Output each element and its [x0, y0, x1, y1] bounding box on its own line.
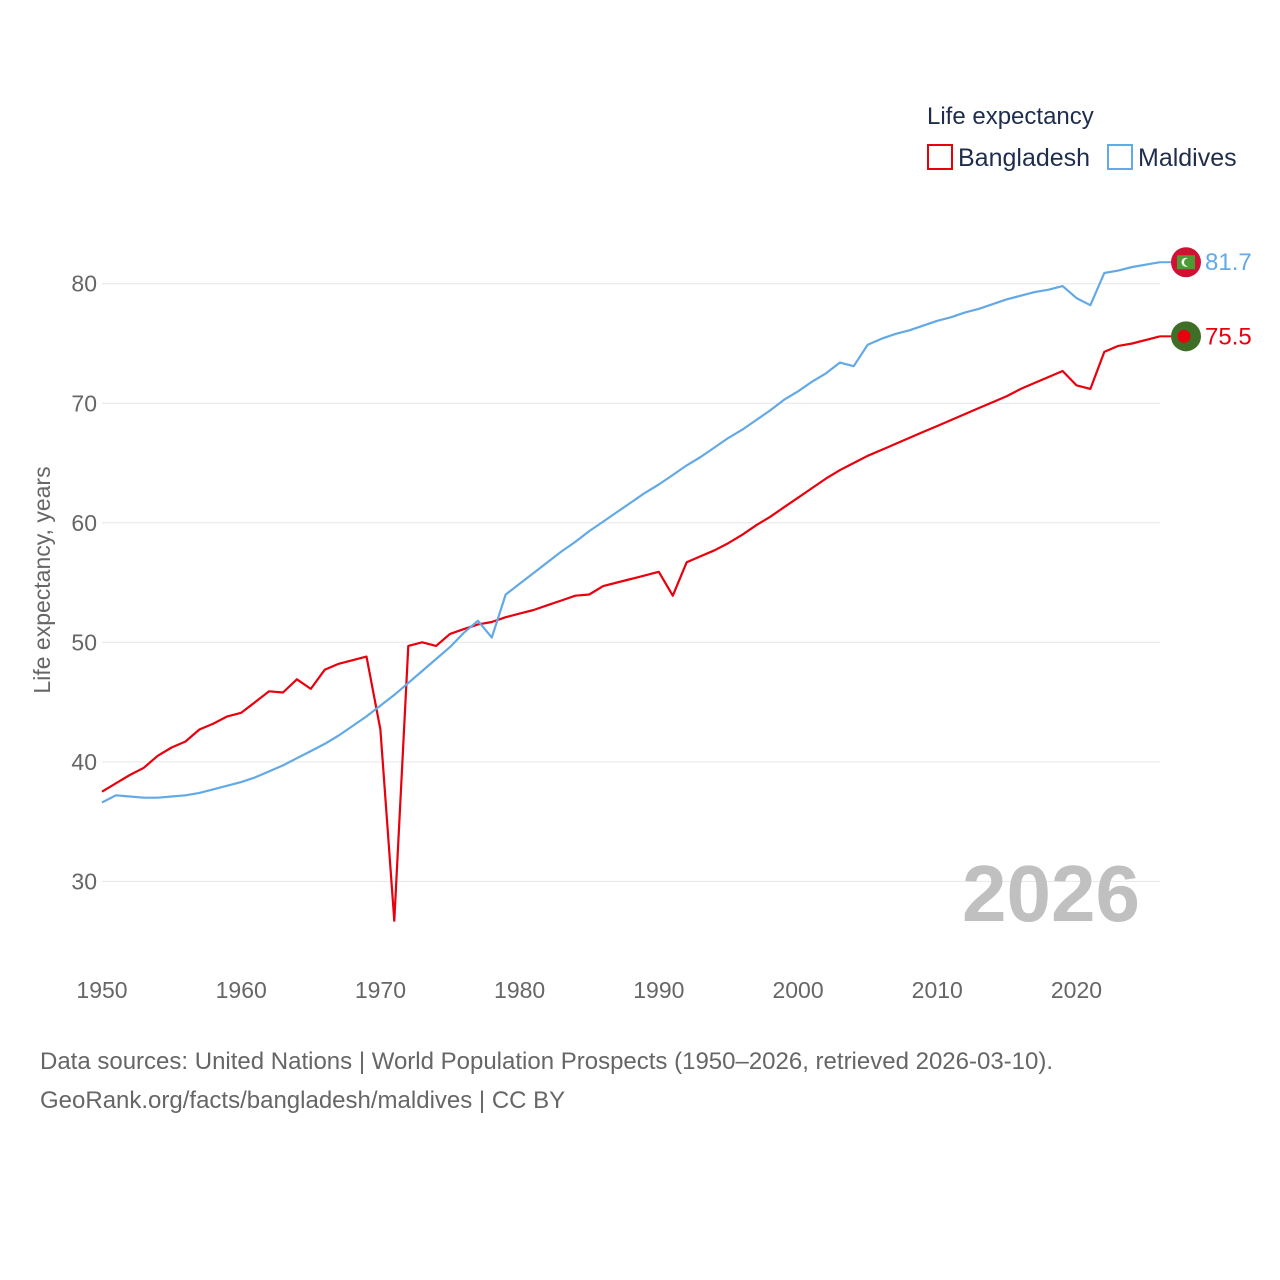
legend: Life expectancy Bangladesh Maldives — [927, 103, 1237, 172]
series-line-maldives — [101, 261, 1161, 804]
x-tick-1970: 1970 — [355, 977, 406, 1003]
legend-swatch-bangladesh — [927, 144, 953, 170]
series-lines — [101, 261, 1161, 922]
x-tick-2020: 2020 — [1051, 977, 1102, 1003]
x-tick-1950: 1950 — [76, 977, 127, 1003]
y-axis-ticks: 30 40 50 60 70 80 — [71, 271, 97, 895]
y-axis-title: Life expectancy, years — [29, 466, 55, 693]
maldives-flag-crescent-cut — [1184, 258, 1192, 267]
y-tick-70: 70 — [71, 390, 97, 416]
maldives-flag — [1171, 247, 1201, 278]
x-axis-ticks: 1950 1960 1970 1980 1990 2000 2010 2020 — [76, 977, 1102, 1003]
legend-swatch-maldives — [1107, 144, 1133, 170]
source-line-1: Data sources: United Nations | World Pop… — [40, 1048, 1054, 1075]
source-note: Data sources: United Nations | World Pop… — [40, 1042, 1260, 1120]
series-line-bangladesh — [101, 335, 1161, 922]
y-tick-50: 50 — [71, 629, 97, 655]
legend-label-bangladesh: Bangladesh — [958, 144, 1090, 172]
end-label-bangladesh: 75.5 — [1205, 323, 1252, 350]
legend-title: Life expectancy — [927, 103, 1094, 130]
x-tick-1990: 1990 — [633, 977, 684, 1003]
x-tick-1980: 1980 — [494, 977, 545, 1003]
gridlines — [102, 283, 1160, 882]
y-tick-80: 80 — [71, 271, 97, 297]
x-tick-1960: 1960 — [216, 977, 267, 1003]
series-endpoints: 75.5 81.7 — [1160, 247, 1252, 352]
bangladesh-flag-disc — [1177, 329, 1191, 343]
y-tick-60: 60 — [71, 510, 97, 536]
legend-label-maldives: Maldives — [1138, 144, 1237, 172]
bangladesh-flag — [1171, 321, 1201, 352]
year-label: 2026 — [962, 849, 1140, 938]
source-line-2: GeoRank.org/facts/bangladesh/maldives | … — [40, 1087, 566, 1114]
x-tick-2010: 2010 — [912, 977, 963, 1003]
x-tick-2000: 2000 — [772, 977, 823, 1003]
y-tick-40: 40 — [71, 749, 97, 775]
end-label-maldives: 81.7 — [1205, 249, 1252, 276]
y-tick-30: 30 — [71, 868, 97, 894]
